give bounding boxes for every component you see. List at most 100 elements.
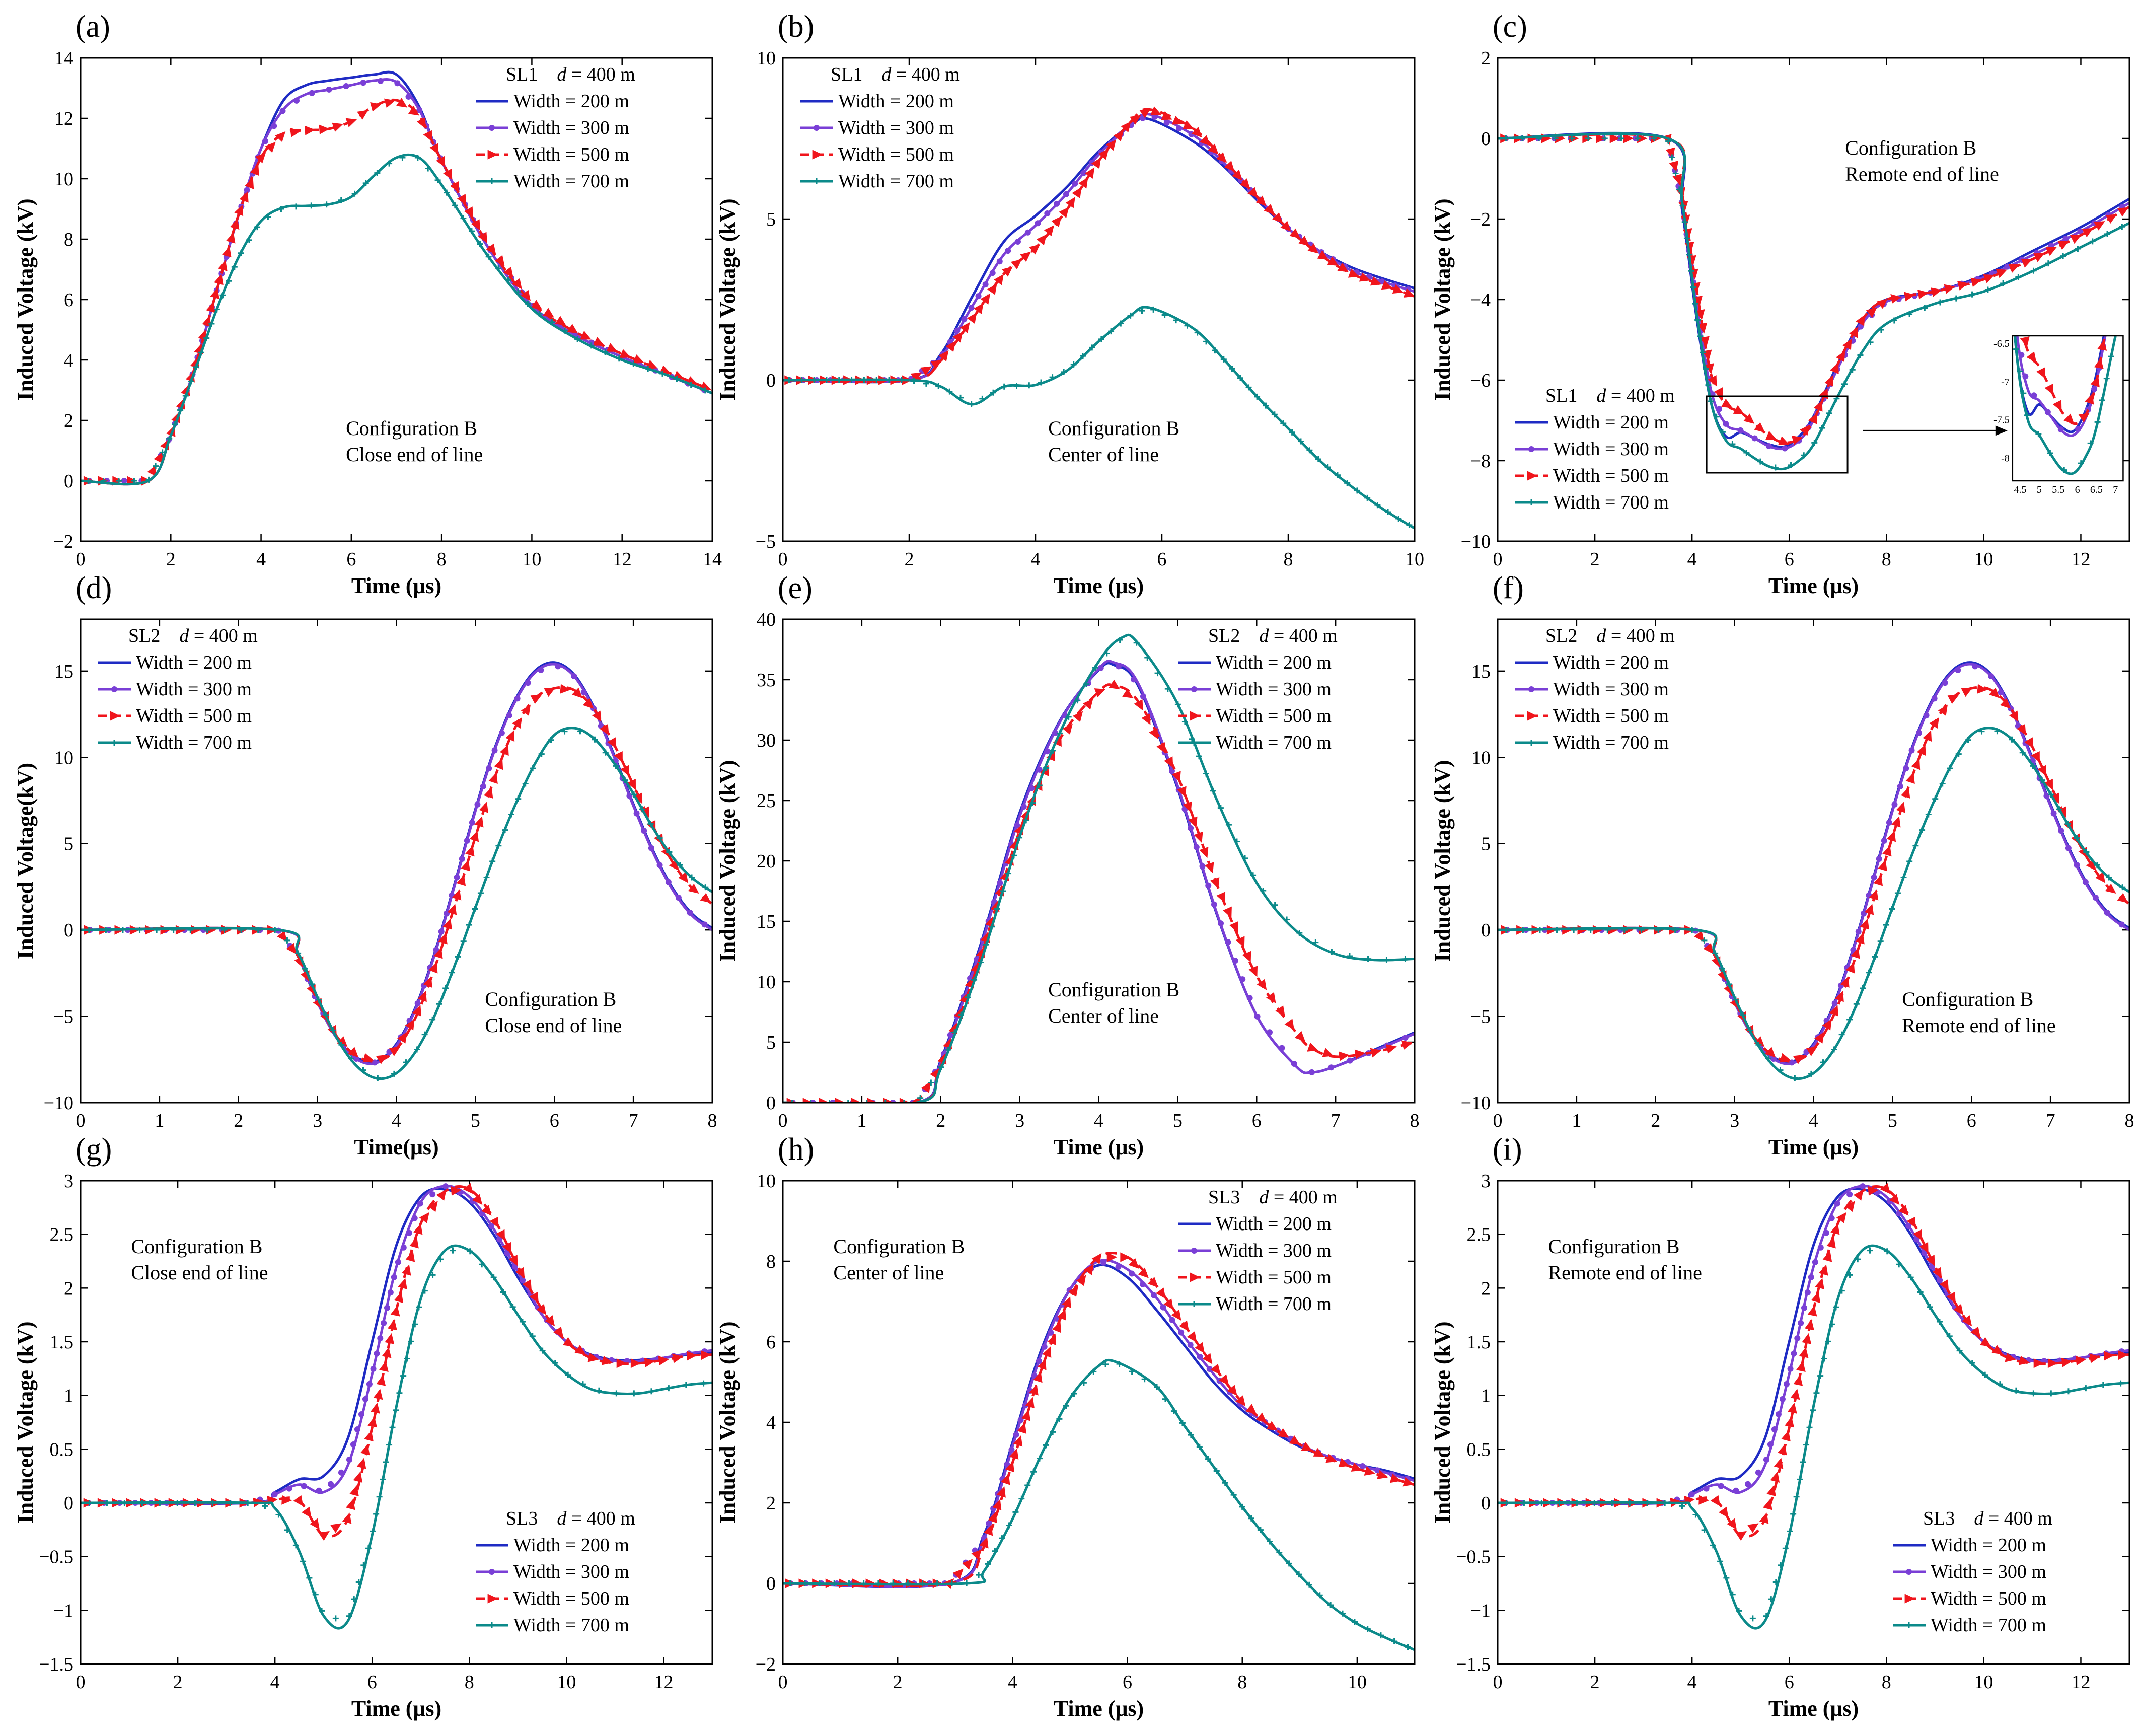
panel-c-inset-marker-w700 — [2127, 266, 2133, 272]
panel-a-marker-w500 — [154, 452, 163, 464]
panel-b-annotation-line: Configuration B — [1048, 417, 1179, 440]
panel-g-marker-w300 — [301, 1483, 307, 1489]
panel-f-marker-w700 — [2119, 884, 2126, 891]
panel-b-marker-w700 — [1315, 456, 1321, 462]
panel-e-marker-w700 — [1365, 956, 1371, 962]
panel-e-marker-w300 — [1246, 995, 1253, 1001]
panel-h-line-w700 — [783, 1358, 1415, 1651]
panel-g-marker-w700 — [479, 1261, 485, 1268]
panel-i-marker-w300 — [1798, 1320, 1804, 1326]
panel-d-xtick-label: 7 — [629, 1110, 638, 1131]
panel-e-marker-w500 — [1284, 1019, 1295, 1030]
panel-h-ytick-label: 2 — [766, 1493, 776, 1514]
panel-h-marker-w700 — [1188, 1432, 1194, 1438]
panel-i-marker-w700 — [1538, 1500, 1545, 1506]
panel-d-marker-w300 — [701, 921, 708, 928]
panel-f-marker-w700 — [1587, 927, 1594, 933]
panel-c-inset-marker-w300 — [2075, 425, 2082, 432]
panel-d-marker-w500 — [530, 695, 542, 704]
panel-g-marker-w500 — [562, 1337, 574, 1347]
panel-c-marker-w700 — [2075, 245, 2081, 252]
panel-c-legend-label-w200: Width = 200 m — [1553, 412, 1669, 433]
panel-c-inset-marker-w300 — [2022, 373, 2029, 380]
panel-e-marker-w700 — [826, 1100, 833, 1103]
panel-f-marker-w700 — [1520, 927, 1526, 933]
panel-c-inset-marker-w500 — [2016, 319, 2026, 330]
panel-e-marker-w700 — [1383, 957, 1390, 963]
panel-i-xtick-label: 6 — [1785, 1672, 1794, 1693]
panel-i-marker-w500 — [1889, 1194, 1900, 1205]
panel-c-inset-marker-w700 — [2000, 146, 2006, 152]
panel-c-inset-ytick: -8 — [2001, 453, 2010, 464]
panel-a-marker-w500 — [214, 274, 224, 285]
panel-h-marker-w700 — [1327, 1602, 1334, 1608]
panel-c-inset-marker-w500 — [2036, 367, 2045, 379]
panel-d-marker-w700 — [647, 821, 654, 827]
panel-a-marker-w700 — [177, 407, 184, 413]
panel-i-marker-w300 — [1703, 1485, 1710, 1492]
panel-d-marker-w300 — [580, 689, 587, 696]
panel-b-marker-w500 — [1381, 280, 1393, 290]
panel-g-marker-w500 — [602, 1355, 613, 1365]
panel-c-marker-w500 — [1983, 274, 1995, 283]
panel-c-marker-w700 — [1849, 367, 1856, 373]
panel-f-marker-w500 — [2017, 724, 2026, 736]
panel-c-marker-w500 — [1808, 413, 1817, 424]
panel-c-inset-marker-w300 — [2031, 392, 2037, 399]
panel-h-marker-w700 — [999, 1535, 1005, 1542]
panel-b-marker-w300 — [1044, 210, 1051, 217]
panel-c-inset-marker-w500 — [2139, 164, 2142, 175]
panel-b-marker-w700 — [1079, 353, 1086, 359]
panel-c-inset-marker-w700 — [1999, 123, 2005, 129]
panel-c-marker-w500 — [1866, 307, 1877, 318]
panel-a-marker-w700 — [198, 349, 205, 356]
panel-h-marker-w700 — [1296, 1571, 1302, 1578]
panel-h-marker-w700 — [964, 1580, 970, 1586]
panel-a-marker-w500 — [239, 191, 249, 203]
panel-f-marker-w700 — [2019, 749, 2026, 756]
panel-e-legend-label-w700: Width = 700 m — [1216, 732, 1332, 753]
panel-h-xtick-label: 4 — [1008, 1672, 1017, 1693]
panel-h-marker-w500 — [983, 1524, 993, 1536]
panel-e-marker-w700 — [1164, 686, 1171, 692]
panel-c-marker-w500 — [1824, 375, 1833, 387]
panel-f-marker-w300 — [1942, 680, 1948, 686]
panel-c-inset-marker-w500 — [1993, 28, 2003, 39]
panel-e-legend-label-w500: Width = 500 m — [1216, 705, 1332, 727]
panel-c-inset-marker-w300 — [2011, 287, 2017, 293]
panel-c-marker-w700 — [1676, 186, 1682, 193]
panel-b-legend-marker-w700 — [814, 178, 820, 184]
panel-g-ytick-label: −1 — [53, 1600, 73, 1621]
panel-e-marker-w700 — [901, 1100, 907, 1103]
panel-f-marker-w500 — [1886, 831, 1896, 842]
panel-e-marker-w500 — [1062, 724, 1073, 735]
panel-g-ytick-label: 1 — [64, 1386, 73, 1407]
panel-h-marker-w700 — [1230, 1492, 1237, 1498]
panel-c-marker-w700 — [1772, 464, 1779, 471]
panel-i-marker-w700 — [1917, 1289, 1924, 1295]
panel-b-xtick-label: 4 — [1031, 549, 1041, 570]
panel-i-marker-w500 — [1811, 1291, 1821, 1303]
panel-e-marker-w700 — [1250, 872, 1257, 879]
panel-d-marker-w500 — [633, 792, 643, 804]
panel-a-xtick-label: 10 — [522, 549, 541, 570]
panel-g-marker-w700 — [174, 1500, 181, 1506]
panel-b-marker-w500 — [1072, 187, 1082, 198]
panel-a-marker-w500 — [464, 206, 474, 218]
panel-b-marker-w500 — [1191, 127, 1202, 138]
panel-c-inset-marker-w300 — [1999, 113, 2005, 119]
panel-b-marker-w500 — [1011, 259, 1022, 270]
panel-h-marker-w700 — [1377, 1632, 1384, 1639]
panel-b-marker-w700 — [1354, 487, 1360, 494]
panel-d-marker-w300 — [641, 828, 647, 834]
panel-c-inset-marker-w500 — [2118, 233, 2128, 244]
panel-d-marker-w700 — [330, 1027, 336, 1034]
panel-c-inset-marker-w700 — [2001, 168, 2007, 174]
panel-c-marker-w500 — [1876, 299, 1888, 309]
panel-h-marker-w700 — [1248, 1515, 1254, 1522]
panel-e-ytick-label: 5 — [766, 1032, 776, 1053]
panel-g-marker-w300 — [316, 1487, 322, 1494]
panel-i-marker-w500 — [1763, 1499, 1772, 1510]
panel-f-ytick-label: 15 — [1471, 661, 1491, 682]
panel-g-marker-w500 — [409, 1237, 419, 1249]
